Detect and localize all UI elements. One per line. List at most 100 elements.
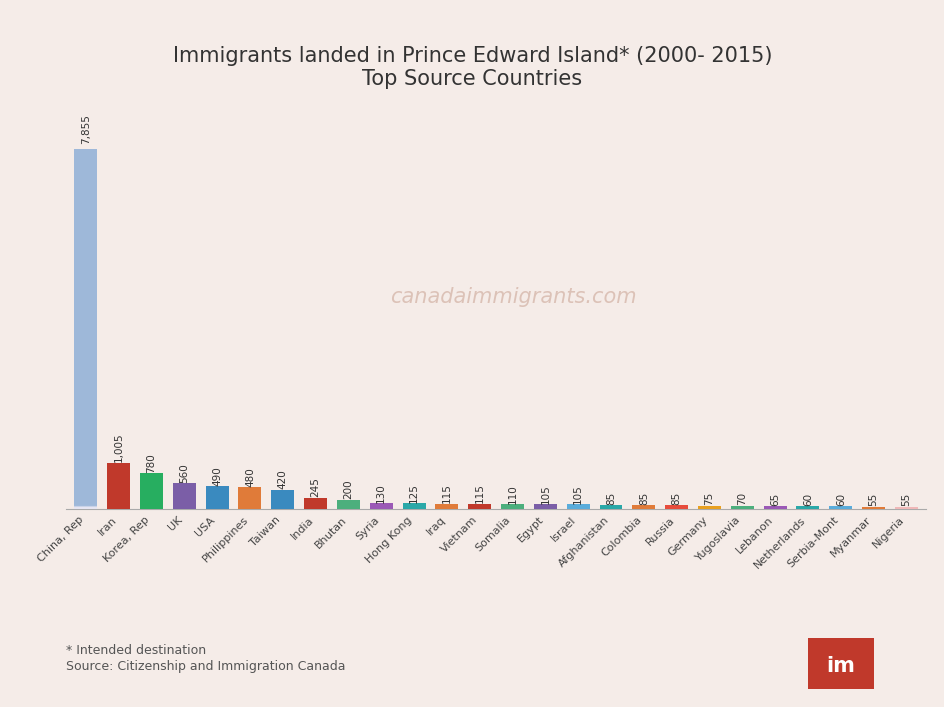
Bar (75, 426, 97, 507)
Bar (75, 180, 97, 506)
Bar (75, 176, 97, 506)
Bar (75, 286, 97, 506)
Bar (75, 261, 97, 506)
Bar (75, 415, 97, 507)
Bar (533, 504, 556, 509)
Bar (75, 189, 97, 506)
Bar (75, 252, 97, 506)
Bar (75, 267, 97, 506)
Text: 480: 480 (244, 467, 255, 486)
Bar (75, 268, 97, 506)
Bar (75, 225, 97, 506)
Bar (75, 322, 97, 506)
Bar (75, 503, 97, 507)
Bar (75, 288, 97, 506)
Text: 70: 70 (736, 492, 747, 506)
Bar (75, 158, 97, 506)
Bar (369, 503, 393, 509)
Bar (75, 387, 97, 507)
Bar (75, 243, 97, 506)
Bar (75, 163, 97, 506)
Bar (75, 185, 97, 506)
Bar (75, 270, 97, 506)
Bar (75, 429, 97, 507)
Text: 1,005: 1,005 (113, 433, 124, 462)
Bar (75, 174, 97, 506)
Bar (75, 297, 97, 506)
Bar (75, 467, 97, 507)
Bar (75, 332, 97, 506)
Bar (75, 451, 97, 507)
Bar (75, 315, 97, 506)
Bar (75, 156, 97, 506)
Bar (75, 445, 97, 507)
Bar (75, 335, 97, 506)
Bar (75, 263, 97, 506)
Text: 55: 55 (901, 493, 910, 506)
Text: 780: 780 (146, 453, 157, 473)
Bar (75, 420, 97, 507)
Bar (75, 245, 97, 506)
Bar (75, 495, 97, 507)
Bar (75, 306, 97, 506)
Bar (796, 506, 818, 509)
Bar (75, 399, 97, 507)
Bar (75, 284, 97, 506)
Bar (861, 506, 885, 509)
Bar (75, 239, 97, 506)
Bar (75, 363, 97, 506)
Bar (75, 428, 97, 507)
Text: 130: 130 (376, 483, 386, 503)
Bar (75, 448, 97, 507)
Bar (75, 197, 97, 506)
Text: 85: 85 (605, 491, 615, 505)
Bar (763, 506, 785, 509)
Bar (75, 493, 97, 507)
Bar (75, 160, 97, 506)
Bar (75, 221, 97, 506)
Bar (75, 354, 97, 506)
Bar (75, 458, 97, 507)
Bar (75, 440, 97, 507)
Bar (75, 464, 97, 507)
FancyBboxPatch shape (803, 636, 876, 692)
Bar (75, 409, 97, 507)
Bar (829, 506, 851, 509)
Bar (75, 491, 97, 507)
Bar (75, 437, 97, 507)
Text: 60: 60 (802, 493, 812, 506)
Bar (75, 460, 97, 507)
Bar (75, 299, 97, 506)
Bar (75, 319, 97, 506)
Text: 105: 105 (540, 484, 549, 504)
Bar (500, 504, 524, 509)
Bar (75, 339, 97, 506)
Bar (75, 303, 97, 506)
Text: 55: 55 (868, 493, 878, 506)
Bar (75, 489, 97, 507)
Bar (75, 281, 97, 506)
Bar (75, 368, 97, 506)
Bar (75, 484, 97, 507)
Bar (75, 277, 97, 506)
Bar (75, 173, 97, 506)
Bar (75, 205, 97, 506)
Text: 115: 115 (474, 484, 484, 503)
Bar (75, 375, 97, 506)
Bar (75, 326, 97, 506)
Bar (75, 167, 97, 506)
Bar (75, 397, 97, 507)
Bar (75, 279, 97, 506)
Bar (598, 505, 622, 509)
Bar (75, 152, 97, 506)
Bar (75, 498, 97, 507)
Bar (75, 235, 97, 506)
Bar (75, 366, 97, 506)
Bar (75, 234, 97, 506)
Bar (304, 498, 327, 509)
Bar (75, 382, 97, 507)
Bar (75, 334, 97, 506)
Text: 60: 60 (834, 493, 845, 506)
Bar (75, 344, 97, 506)
Bar (271, 490, 294, 509)
